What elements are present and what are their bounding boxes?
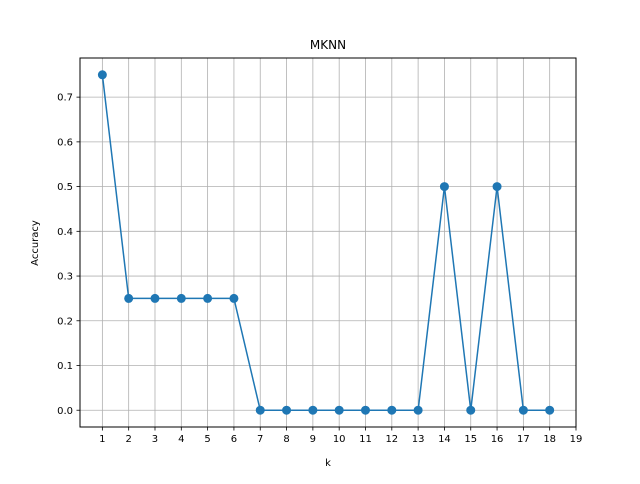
grid [80, 58, 577, 427]
data-point [413, 405, 423, 415]
x-tick-label: 7 [257, 434, 263, 445]
y-tick-label: 0.1 [57, 361, 73, 372]
data-point [150, 293, 160, 303]
x-tick-label: 10 [333, 434, 346, 445]
plot-frame [79, 57, 577, 428]
y-axis-label: Accuracy [30, 220, 41, 266]
data-point [282, 405, 292, 415]
y-tick-label: 0.4 [57, 227, 73, 238]
series [97, 70, 555, 415]
data-point [97, 70, 107, 80]
x-tick-label: 1 [99, 434, 105, 445]
series-line [101, 73, 551, 411]
x-tick-label: 4 [178, 434, 184, 445]
data-point [124, 293, 134, 303]
y-tick-label: 0.5 [57, 182, 73, 193]
x-tick-label: 5 [204, 434, 210, 445]
x-tick-label: 12 [385, 434, 398, 445]
data-point [360, 405, 370, 415]
x-tick-label: 3 [152, 434, 158, 445]
chart-title: MKNN [310, 38, 346, 52]
x-tick-label: 11 [359, 434, 372, 445]
data-point [229, 293, 239, 303]
data-point [466, 405, 476, 415]
x-axis-label: k [325, 458, 331, 469]
x-tick-label: 14 [438, 434, 451, 445]
y-tick-label: 0.0 [57, 406, 73, 417]
y-axis: 0.0 0.1 0.2 0.3 0.4 0.5 0.6 0.7 [57, 93, 80, 417]
x-tick-label: 17 [517, 434, 530, 445]
x-tick-label: 8 [283, 434, 289, 445]
data-point [308, 405, 318, 415]
x-tick-label: 9 [310, 434, 316, 445]
data-point [203, 293, 213, 303]
data-point [545, 405, 555, 415]
y-tick-label: 0.2 [57, 316, 73, 327]
x-tick-label: 2 [125, 434, 131, 445]
x-tick-label: 18 [543, 434, 556, 445]
x-tick-label: 19 [570, 434, 583, 445]
x-tick-label: 16 [491, 434, 504, 445]
data-point [492, 182, 502, 192]
x-tick-label: 13 [412, 434, 425, 445]
data-point [334, 405, 344, 415]
y-tick-label: 0.6 [57, 137, 73, 148]
data-point [518, 405, 528, 415]
x-tick-label: 15 [464, 434, 477, 445]
y-tick-label: 0.3 [57, 272, 73, 283]
data-point [439, 182, 449, 192]
y-tick-label: 0.7 [57, 93, 73, 104]
data-point [255, 405, 265, 415]
data-point [387, 405, 397, 415]
x-tick-label: 6 [231, 434, 237, 445]
data-point [176, 293, 186, 303]
x-axis: 1 2 3 4 5 6 7 8 9 10 11 12 13 14 15 16 17 18 19 [99, 427, 582, 445]
